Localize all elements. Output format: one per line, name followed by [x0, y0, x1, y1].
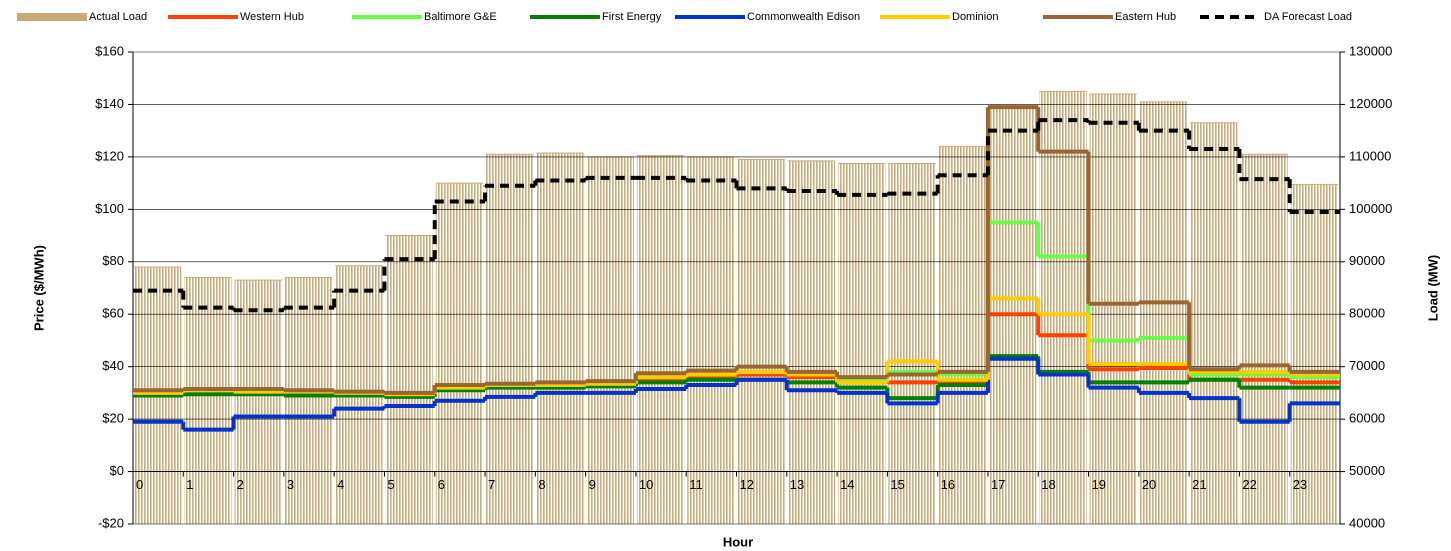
legend-label: First Energy: [602, 11, 662, 23]
load-bar: [687, 156, 735, 524]
legend-label: Baltimore G&E: [424, 11, 497, 23]
x-tick-label: 18: [1041, 477, 1055, 492]
y2-tick-label: 130000: [1349, 43, 1392, 58]
load-bar: [586, 156, 634, 524]
x-tick-label: 17: [991, 477, 1005, 492]
load-bar: [1240, 154, 1288, 524]
x-tick-label: 2: [237, 477, 244, 492]
y2-tick-label: 60000: [1349, 411, 1385, 426]
y2-tick-label: 70000: [1349, 358, 1385, 373]
load-bar: [536, 152, 584, 524]
x-axis-title: Hour: [723, 534, 753, 549]
x-tick-label: 9: [589, 477, 596, 492]
y-tick-label: -$20: [98, 515, 124, 530]
load-bar: [1089, 93, 1137, 524]
x-tick-label: 20: [1142, 477, 1156, 492]
legend-swatch: [17, 13, 87, 21]
x-tick-label: 1: [186, 477, 193, 492]
load-bar: [938, 146, 986, 524]
x-tick-label: 11: [689, 477, 703, 492]
load-bar: [1190, 122, 1238, 525]
x-tick-label: 14: [840, 477, 854, 492]
load-bar: [787, 160, 836, 525]
y-tick-label: $120: [95, 148, 124, 163]
y2-tick-label: 80000: [1349, 306, 1385, 321]
x-tick-label: 0: [136, 477, 143, 492]
series-line: [133, 312, 1340, 397]
x-tick-label: 12: [740, 477, 754, 492]
load-bar: [1039, 91, 1087, 524]
x-tick-label: 13: [790, 477, 804, 492]
y2-tick-label: 110000: [1349, 148, 1391, 163]
legend: Actual Load Western Hub Baltimore G&E First…: [17, 11, 1352, 23]
x-tick-label: 10: [639, 477, 653, 492]
x-tick-label: 7: [488, 477, 495, 492]
load-bar: [1290, 184, 1338, 524]
y2-tick-label: 90000: [1349, 253, 1385, 268]
y-tick-label: $140: [95, 96, 124, 111]
load-bar: [435, 183, 484, 524]
series-line: [133, 118, 1340, 313]
x-tick-label: 3: [287, 477, 294, 492]
y2-tick-label: 40000: [1349, 515, 1385, 530]
x-tick-label: 21: [1192, 477, 1206, 492]
load-bar: [385, 235, 433, 525]
legend-label: Actual Load: [89, 11, 147, 23]
legend-label: Eastern Hub: [1115, 11, 1176, 23]
legend-label: Dominion: [952, 11, 998, 23]
y2-tick-label: 100000: [1349, 201, 1392, 216]
y-tick-label: $80: [102, 253, 124, 268]
legend-label: Western Hub: [240, 11, 304, 23]
y2-tick-label: 120000: [1349, 96, 1392, 111]
y2-axis-title: Load (MW): [1425, 255, 1440, 321]
x-tick-label: 16: [941, 477, 955, 492]
load-bar: [838, 163, 886, 524]
x-tick-label: 19: [1092, 477, 1106, 492]
x-tick-label: 6: [438, 477, 445, 492]
y-tick-label: $40: [102, 358, 124, 373]
y-tick-label: $60: [102, 306, 124, 321]
series-line: [133, 105, 1340, 395]
y-tick-label: $100: [95, 201, 124, 216]
load-bar: [184, 277, 232, 524]
y2-tick-label: 50000: [1349, 463, 1385, 478]
x-tick-label: 22: [1242, 477, 1256, 492]
x-tick-label: 15: [890, 477, 904, 492]
load-bar: [1139, 101, 1188, 525]
load-bar: [737, 159, 785, 524]
x-tick-label: 23: [1293, 477, 1307, 492]
x-tick-label: 8: [538, 477, 545, 492]
load-bar: [636, 155, 685, 525]
legend-label: Commonwealth Edison: [747, 11, 860, 23]
legend-label: DA Forecast Load: [1264, 11, 1352, 23]
x-tick-label: 5: [387, 477, 394, 492]
x-tick-label: 4: [337, 477, 344, 492]
load-bar: [234, 280, 282, 524]
load-bar: [486, 154, 534, 524]
y-axis-title: Price ($/MWh): [31, 245, 46, 331]
load-bar: [284, 277, 333, 524]
y-tick-label: $20: [102, 411, 124, 426]
load-bar: [888, 163, 936, 524]
y-tick-label: $0: [110, 463, 124, 478]
y-tick-label: $160: [95, 43, 124, 58]
